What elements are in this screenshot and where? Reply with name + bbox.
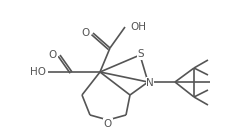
Text: O: O — [82, 28, 90, 38]
Text: OH: OH — [130, 22, 146, 32]
Text: S: S — [138, 49, 144, 59]
Text: N: N — [146, 78, 154, 88]
Text: O: O — [104, 119, 112, 129]
Text: O: O — [49, 50, 57, 60]
Text: HO: HO — [30, 67, 46, 77]
